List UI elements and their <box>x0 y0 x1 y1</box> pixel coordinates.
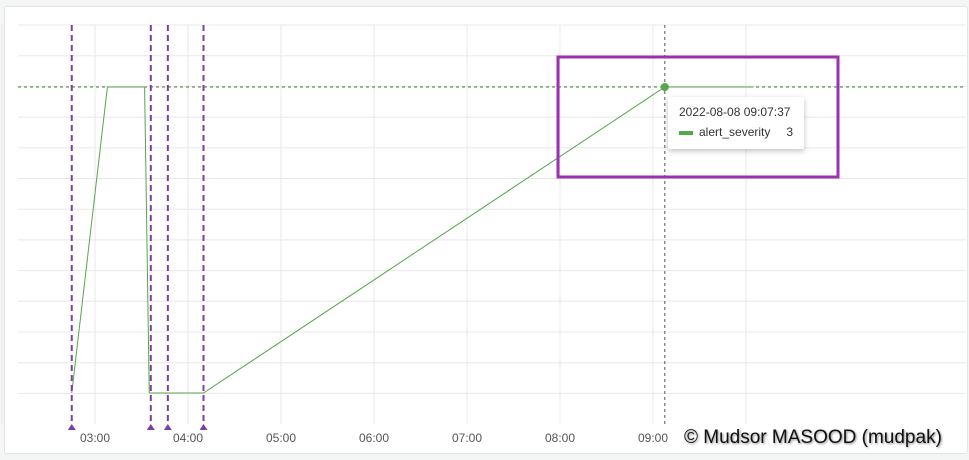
tooltip-series-name: alert_severity <box>699 125 771 139</box>
annotation-marker <box>146 424 155 430</box>
annotation-marker <box>163 424 172 430</box>
series-color-swatch <box>679 130 693 135</box>
annotation-marker <box>67 424 76 430</box>
x-tick-label: 07:00 <box>452 431 482 445</box>
x-tick-label: 03:00 <box>80 431 110 445</box>
highlight-box <box>556 55 840 179</box>
panel <box>4 6 968 454</box>
x-tick-label: 09:00 <box>638 431 668 445</box>
x-tick-label: 08:00 <box>545 431 575 445</box>
x-tick-label: 04:00 <box>173 431 203 445</box>
tooltip: 2022-08-08 09:07:37 alert_severity 3 <box>668 97 804 149</box>
tooltip-series-row: alert_severity 3 <box>679 125 799 139</box>
tooltip-value: 3 <box>786 125 793 139</box>
copyright-text: © Mudsor MASOOD (mudpak) <box>684 427 942 448</box>
annotation-marker <box>199 424 208 430</box>
tooltip-time: 2022-08-08 09:07:37 <box>679 105 791 119</box>
hover-point <box>660 83 669 91</box>
x-tick-label: 06:00 <box>359 431 389 445</box>
x-tick-label: 05:00 <box>266 431 296 445</box>
